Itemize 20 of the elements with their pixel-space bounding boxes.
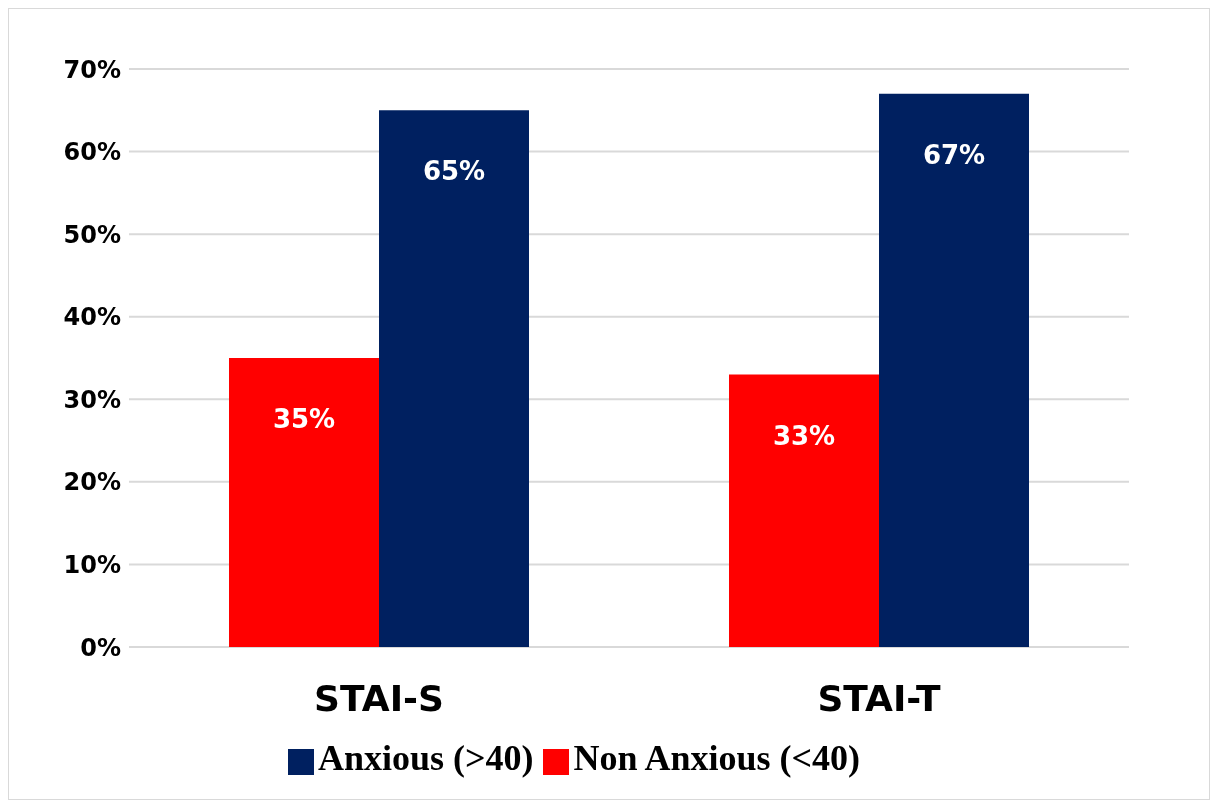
data-label: 33%: [772, 420, 836, 451]
y-tick-label: 20%: [63, 468, 121, 497]
y-tick-label: 60%: [63, 138, 121, 167]
x-tick-label: STAI-T: [817, 677, 942, 719]
y-tick-label: 0%: [80, 633, 121, 662]
bar: [379, 110, 529, 647]
y-tick-label: 40%: [63, 303, 121, 332]
data-label: 65%: [422, 156, 486, 187]
bar: [729, 374, 879, 647]
y-tick-label: 70%: [63, 55, 121, 84]
legend-label: Non Anxious (<40): [573, 738, 861, 778]
x-tick-label: STAI-S: [314, 677, 444, 719]
y-tick-label: 10%: [63, 550, 121, 579]
data-label: 35%: [272, 404, 336, 434]
y-tick-label: 50%: [63, 220, 121, 249]
data-label: 67%: [922, 139, 986, 170]
bar: [229, 358, 379, 647]
bar: [879, 93, 1029, 647]
y-tick-label: 30%: [63, 385, 121, 414]
legend-label: Anxious (>40): [317, 738, 534, 778]
